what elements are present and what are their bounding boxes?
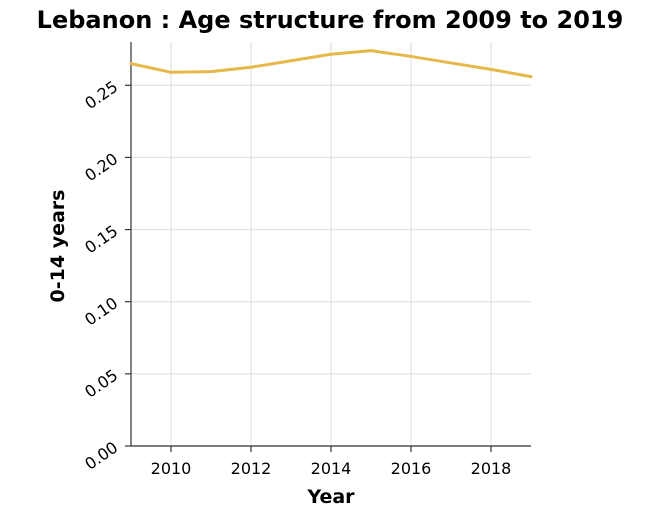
x-tick-label: 2010 [151, 459, 192, 478]
y-tick-label: 0.15 [81, 221, 121, 257]
series-line [129, 49, 533, 79]
y-tick-label: 0.00 [81, 438, 121, 474]
y-tick-label: 0.20 [81, 149, 121, 185]
chart-title: Lebanon : Age structure from 2009 to 201… [37, 6, 624, 34]
x-tick-label: 2012 [231, 459, 272, 478]
y-axis-label: 0-14 years [47, 190, 69, 303]
x-tick-label: 2016 [391, 459, 432, 478]
series-layer [129, 49, 533, 79]
y-tick-label: 0.05 [81, 366, 121, 402]
x-axis-label: Year [306, 486, 355, 508]
grid [131, 42, 531, 447]
x-tick-label: 2018 [471, 459, 512, 478]
axes [125, 42, 531, 452]
y-tick-label: 0.10 [81, 293, 121, 329]
y-tick-label: 0.25 [81, 77, 121, 113]
x-tick-label: 2014 [311, 459, 352, 478]
tick-labels: 0.00 0.05 0.10 0.15 0.20 0.25 2010 2012 2014 2016… [81, 77, 511, 478]
